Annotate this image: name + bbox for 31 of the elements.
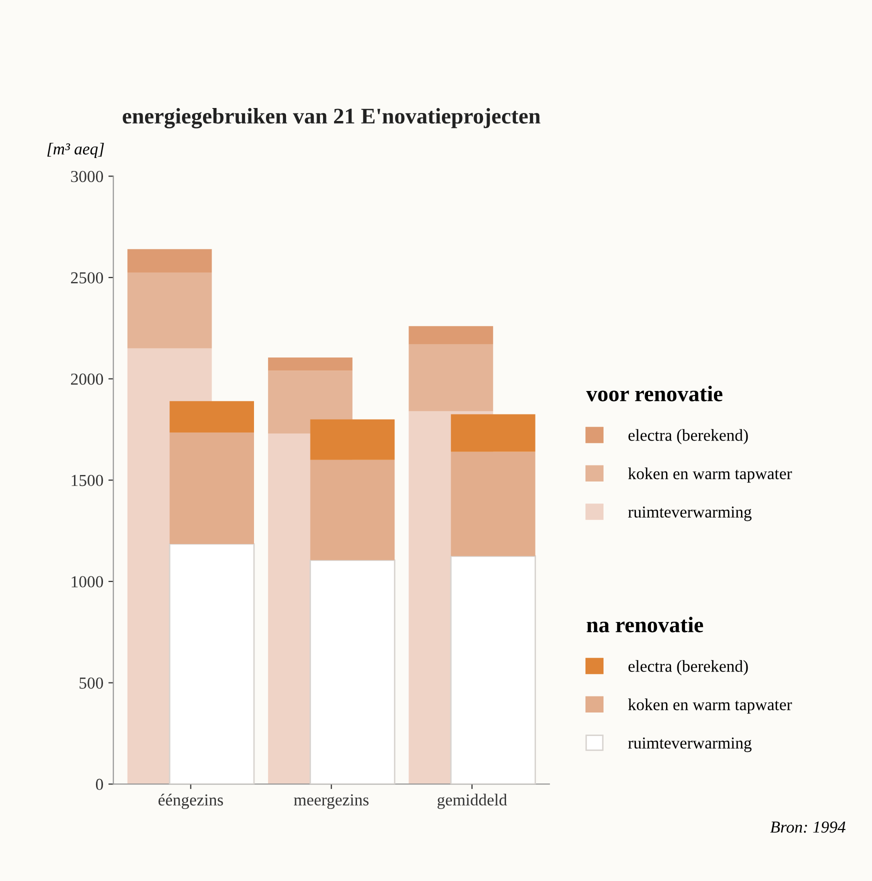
legend-label: ruimteverwarming	[628, 506, 752, 522]
legend-label: koken en warm tapwater	[628, 468, 792, 483]
y-axis-title: [m³ aeq]	[47, 142, 104, 158]
y-tick-label: 1500	[72, 474, 103, 486]
legend-label: ruimteverwarming	[628, 737, 752, 752]
bar	[268, 358, 352, 371]
bar	[408, 326, 494, 344]
y-tick-label: 3000	[71, 170, 103, 182]
bar	[127, 249, 212, 272]
x-tick-label: ééngezins	[158, 794, 223, 809]
chart-title: energiegebruiken van 21 E'novatieprojecten	[122, 108, 540, 128]
bar	[408, 344, 494, 412]
bar	[170, 432, 254, 544]
x-tick-label: gemiddeld	[438, 794, 507, 809]
bar	[450, 452, 536, 556]
x-tick-label: meergezins	[294, 794, 369, 809]
legend-label: electra (berekend)	[628, 429, 748, 444]
bar	[170, 401, 254, 433]
y-tick-label: 2000	[71, 374, 103, 385]
text: koken en warm tapwater	[628, 698, 792, 714]
bar	[450, 414, 536, 452]
y-tick-label: 0	[96, 778, 103, 790]
bar	[127, 272, 212, 348]
legend-title: na renovatie	[586, 616, 704, 632]
bar	[310, 460, 395, 560]
y-tick-label: 1000	[72, 576, 103, 588]
y-tick-label: 2500	[71, 272, 103, 284]
text: Bron: 1994	[770, 822, 846, 833]
legend-label: electra (berekend)	[628, 660, 748, 676]
legend-title: voor renovatie	[586, 386, 722, 402]
y-tick-label: 500	[80, 677, 103, 689]
